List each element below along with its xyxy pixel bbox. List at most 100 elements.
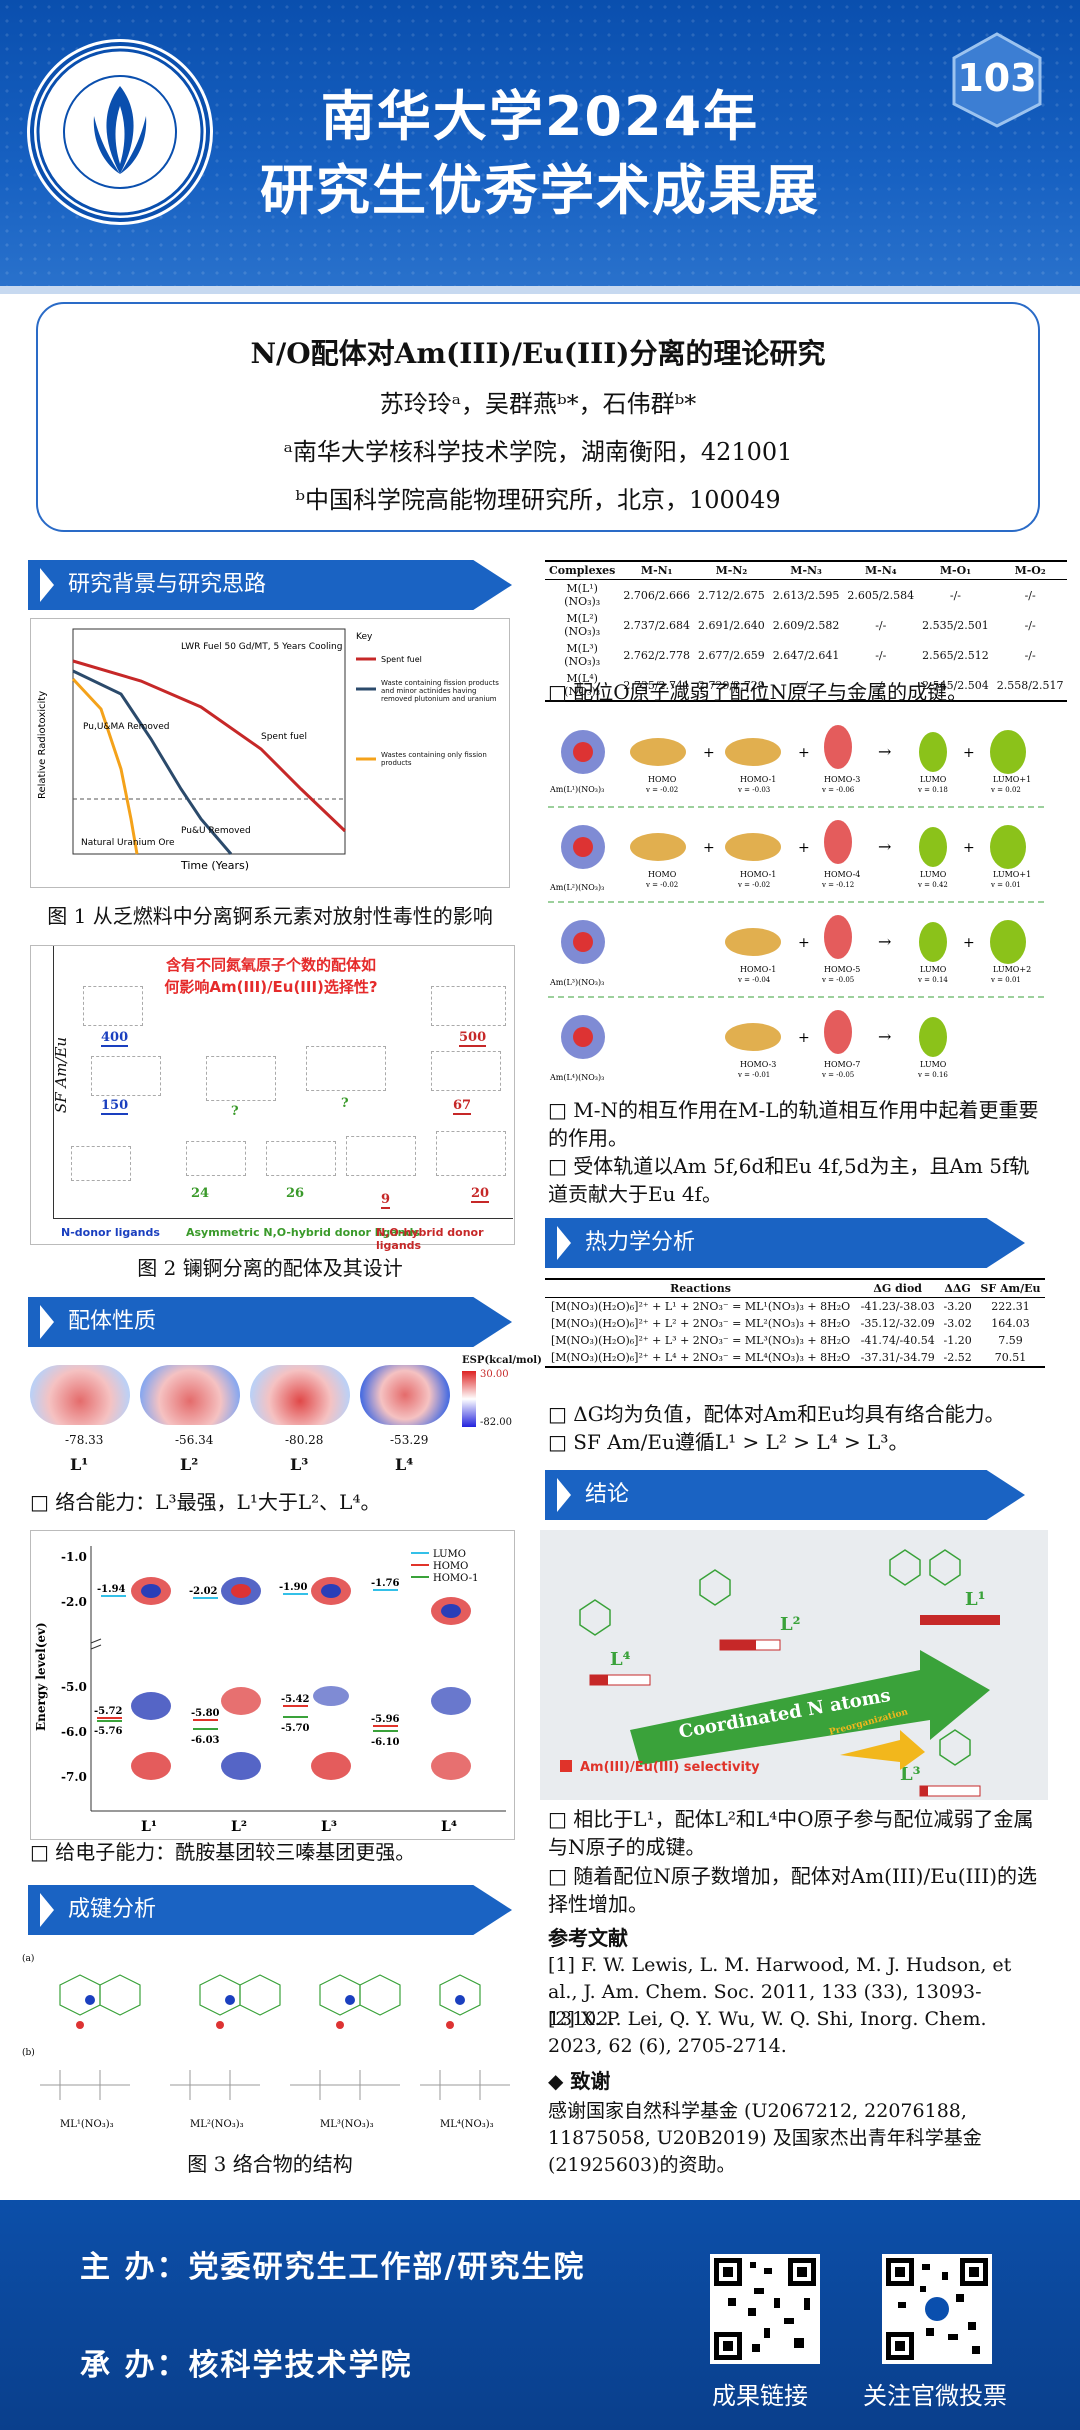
svg-text:-6.0: -6.0: [61, 1725, 87, 1739]
figure2-caption: 图 2 镧锕分离的配体及其设计: [137, 1256, 403, 1280]
svg-text:v = 0.01: v = 0.01: [990, 881, 1021, 889]
svg-text:-1.90: -1.90: [279, 1582, 308, 1593]
reference-1: [1] F. W. Lewis, L. M. Harwood, M. J. Hu…: [548, 1954, 1012, 2030]
footer-organizer: 承 办：核科学技术学院: [80, 2348, 413, 2383]
svg-text:-1.94: -1.94: [97, 1584, 126, 1595]
svg-text:-5.42: -5.42: [281, 1694, 310, 1705]
svg-text:HOMO-1: HOMO-1: [433, 1573, 478, 1584]
orbital-l2: -2.02 -5.80 -6.03: [189, 1577, 261, 1780]
svg-text:ML¹(NO₃)₃: ML¹(NO₃)₃: [60, 2119, 114, 2130]
poster-header: 南华大学2024年 研究生优秀学术成果展 103: [0, 0, 1080, 290]
esp-colorbar: [462, 1371, 476, 1427]
svg-text:Am(L³)(NO₃)₃: Am(L³)(NO₃)₃: [549, 978, 604, 987]
conclusion-point-1: □ 相比于L¹，配体L²和L⁴中O原子参与配位减弱了金属与N原子的成键。: [548, 1807, 1034, 1859]
svg-text:-5.0: -5.0: [61, 1680, 87, 1694]
svg-text:+: +: [703, 745, 715, 761]
svg-text:+: +: [963, 935, 975, 951]
svg-text:+: +: [963, 840, 975, 856]
svg-text:v = -0.01: v = -0.01: [737, 1071, 770, 1079]
figure3-caption: 图 3 络合物的结构: [187, 2152, 353, 2176]
svg-text:LUMO: LUMO: [920, 965, 947, 974]
paper-title-box: N/O配体对Am(III)/Eu(III)分离的理论研究 苏玲玲ᵃ，吴群燕ᵇ*，…: [36, 302, 1040, 532]
svg-text:LUMO+1: LUMO+1: [993, 775, 1031, 784]
fig2-yaxis: SF Am/Eu: [52, 1036, 71, 1114]
ligand-structure-3: [206, 1056, 276, 1101]
svg-text:-7.0: -7.0: [61, 1770, 87, 1784]
paper-title: N/O配体对Am(III)/Eu(III)分离的理论研究: [250, 337, 826, 370]
svg-text:L⁴: L⁴: [441, 1819, 457, 1835]
svg-text:-5.70: -5.70: [281, 1723, 310, 1734]
svg-text:Am(L¹)(NO₃)₃: Am(L¹)(NO₃)₃: [549, 785, 604, 794]
section-conclusion: 结论: [545, 1470, 1025, 1520]
conclusion-point-2: □ 随着配位N原子数增加，配体对Am(III)/Eu(III)的选择性增加。: [548, 1864, 1038, 1916]
svg-text:L³: L³: [321, 1819, 337, 1835]
section-ligand: 配体性质: [28, 1297, 512, 1347]
table-row: M(L³)(NO₃)₃ 2.762/2.778 2.677/2.659 2.647/2…: [564, 642, 1036, 668]
ligand-structure-11: [436, 1131, 506, 1176]
poster-title-line2: 研究生优秀学术成果展: [260, 159, 820, 222]
svg-text:HOMO: HOMO: [648, 870, 677, 879]
svg-text:v = -0.05: v = -0.05: [821, 1071, 854, 1079]
energy-level-figure: -1.0 -2.0 -5.0 -6.0 -7.0 Energy level(ev…: [30, 1530, 515, 1840]
point-complex-ability: □ 络合能力：L³最强，L¹大于L²、L⁴。: [30, 1490, 381, 1514]
bond-length-table: Complexes M-N₁ M-N₂ M-N₃ M-N₄ M-O₁ M-O₂ M(L¹)(…: [545, 560, 1068, 702]
svg-text:HOMO: HOMO: [648, 775, 677, 784]
affiliation-a: ᵃ南华大学核科学技术学院，湖南衡阳，421001: [283, 438, 793, 466]
point-sf-order: □ SF Am/Eu遵循L¹ > L² > L⁴ > L³。: [548, 1430, 909, 1454]
svg-text:HOMO-4: HOMO-4: [824, 870, 860, 879]
qr-code-result-link[interactable]: [710, 2254, 820, 2364]
esp-map-l1: [30, 1365, 130, 1425]
svg-text:Am(L⁴)(NO₃)₃: Am(L⁴)(NO₃)₃: [549, 1073, 604, 1082]
qr-code-official-account[interactable]: [882, 2254, 992, 2364]
svg-text:LUMO: LUMO: [920, 775, 947, 784]
svg-text:v = 0.01: v = 0.01: [990, 976, 1021, 984]
svg-text:-6.10: -6.10: [371, 1737, 400, 1748]
svg-text:HOMO-1: HOMO-1: [740, 965, 776, 974]
esp-map-l2: [140, 1365, 240, 1425]
table-row: [M(NO₃)(H₂O)₆]²⁺ + L² + 2NO₃⁻ = ML²(NO₃)…: [550, 1317, 1030, 1330]
qr-caption-1: 成果链接: [712, 2382, 808, 2410]
svg-text:L⁴: L⁴: [610, 1649, 631, 1670]
svg-text:v = 0.42: v = 0.42: [917, 881, 948, 889]
point-mn-interaction: □ M-N的相互作用在M-L的轨道相互作用中起着更重要的作用。: [548, 1098, 1039, 1150]
esp-map-l4: [360, 1365, 450, 1425]
paper-authors: 苏玲玲ᵃ，吴群燕ᵇ*，石伟群ᵇ*: [379, 390, 697, 418]
svg-text:-1.76: -1.76: [371, 1578, 400, 1589]
section-bonding: 成键分析: [28, 1885, 512, 1935]
radiotoxicity-chart: Time (Years) Relative Radiotoxicity LWR …: [37, 628, 499, 872]
orbital-row-2: Am(L²)(NO₃)₃ HOMO v = -0.02 + HOMO-1 v = -…: [549, 820, 1031, 892]
svg-text:+: +: [798, 745, 810, 761]
svg-text:v = -0.03: v = -0.03: [737, 786, 770, 794]
orbital-row-4: Am(L⁴)(NO₃)₃ HOMO-3 v = -0.01 + HOMO-7 v =…: [549, 1010, 948, 1082]
svg-text:LUMO: LUMO: [920, 1060, 947, 1069]
svg-text:HOMO-5: HOMO-5: [824, 965, 860, 974]
svg-text:L¹: L¹: [965, 1589, 986, 1610]
orbital-l3: -1.90 -5.42 -5.70: [279, 1577, 351, 1780]
svg-text:HOMO-1: HOMO-1: [740, 775, 776, 784]
section-thermo: 热力学分析: [545, 1218, 1025, 1268]
svg-text:(b): (b): [22, 2047, 35, 2058]
point-acceptor: □ 受体轨道以Am 5f,6d和Eu 4f,5d为主，且Am 5f轨道贡献大于E…: [548, 1154, 1030, 1206]
ligand-structure-10: [346, 1136, 416, 1176]
point-donor-ability: □ 给电子能力：酰胺基团较三嗪基团更强。: [30, 1840, 416, 1864]
svg-text:Am(III)/Eu(III) selectivity: Am(III)/Eu(III) selectivity: [580, 1760, 760, 1775]
orbital-l1: -1.94 -5.72 -5.76: [94, 1577, 171, 1780]
ligand-structure-2: [91, 1056, 161, 1096]
svg-text:L³: L³: [900, 1764, 921, 1785]
table-row: [M(NO₃)(H₂O)₆]²⁺ + L⁴ + 2NO₃⁻ = ML⁴(NO₃)…: [550, 1351, 1027, 1364]
thermo-table: Reactions ΔG diod ΔΔG SF Am/Eu [M(NO₃)(H₂O)…: [545, 1278, 1045, 1368]
svg-text:LUMO: LUMO: [920, 870, 947, 879]
svg-text:HOMO-3: HOMO-3: [824, 775, 860, 784]
acknowledgement-heading: ◆ 致谢: [548, 2069, 611, 2093]
svg-text:-5.96: -5.96: [371, 1714, 400, 1725]
svg-text:HOMO: HOMO: [433, 1561, 468, 1572]
ligand-structure-5: [431, 1051, 501, 1091]
svg-text:-6.03: -6.03: [191, 1735, 220, 1746]
svg-text:LWR Fuel 50 Gd/MT, 5 Years Coo: LWR Fuel 50 Gd/MT, 5 Years Cooling: [181, 642, 342, 652]
orbital-interaction-figure: Am(L¹)(NO₃)₃ HOMO v = -0.02 + HOMO-1 v = -…: [548, 712, 1046, 1092]
svg-text:HOMO-3: HOMO-3: [740, 1060, 776, 1069]
svg-text:-5.72: -5.72: [94, 1706, 123, 1717]
svg-text:+: +: [703, 840, 715, 856]
poster-footer: 主 办：党委研究生工作部/研究生院 承 办：核科学技术学院 成果链接 关注官微投…: [0, 2200, 1080, 2430]
svg-text:ML⁴(NO₃)₃: ML⁴(NO₃)₃: [440, 2119, 494, 2130]
